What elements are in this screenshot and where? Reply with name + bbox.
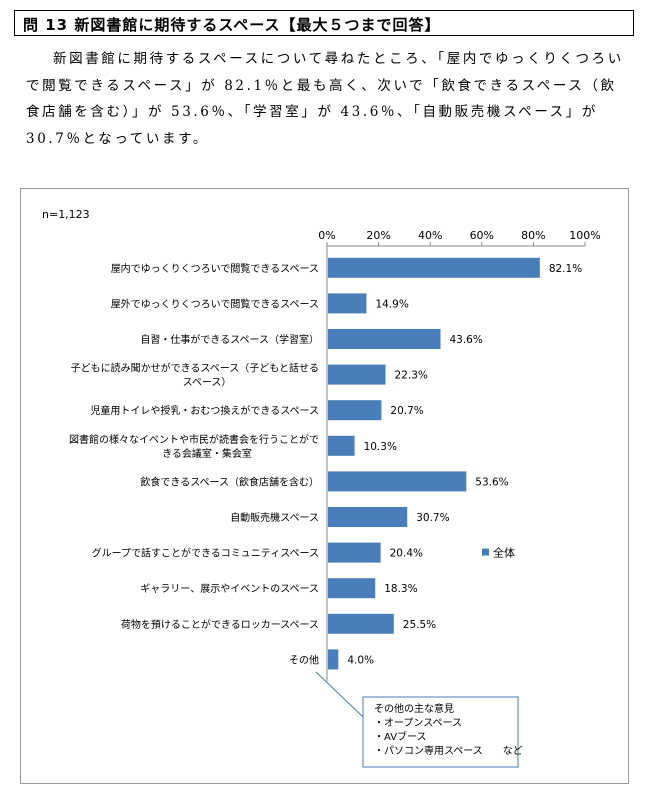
data-label: 4.0%	[347, 654, 374, 666]
category-label: ギャラリー、展示やイベントのスペース	[140, 583, 319, 595]
category-label: グループで話すことができるコミュニティスペース	[92, 547, 319, 560]
bar	[328, 613, 394, 634]
category-label: スペース）	[183, 377, 232, 389]
category-label: 屋外でゆっくりくつろいで閲覧できるスペース	[111, 298, 319, 310]
bar	[328, 578, 376, 599]
question-box: 問 13 新図書館に期待するスペース【最大５つまで回答】	[14, 10, 634, 36]
callout-item: ・AVブース	[374, 730, 427, 743]
callout-title: その他の主な意見	[374, 702, 454, 715]
callout-item: ・パソコン専用スペース など	[374, 745, 523, 757]
data-label: 18.3%	[384, 583, 417, 595]
data-label: 30.7%	[416, 512, 449, 524]
callout-item: ・オープンスペース	[374, 717, 462, 729]
data-label: 82.1%	[549, 263, 582, 275]
category-label: 自習・仕事ができるスペース（学習室）	[140, 333, 319, 346]
x-tick-label: 100%	[569, 229, 600, 242]
category-label: きる会議室・集会室	[162, 447, 252, 460]
bar	[328, 507, 408, 527]
category-label: 子どもに読み聞かせができるスペース（子どもと話せる	[71, 362, 319, 375]
bar	[328, 542, 381, 563]
sample-size-note: n=1,123	[42, 208, 90, 221]
category-label: その他	[289, 653, 319, 666]
data-label: 43.6%	[449, 334, 482, 346]
legend-label: 全体	[493, 546, 515, 560]
question-title: 問 13 新図書館に期待するスペース【最大５つまで回答】	[23, 16, 441, 34]
bar	[328, 329, 441, 349]
bar	[328, 435, 355, 456]
data-label: 10.3%	[364, 441, 397, 453]
intro-paragraph: 新図書館に期待するスペースについて尋ねたところ、「屋内でゆっくりくつろいで閲覧で…	[26, 51, 624, 147]
bar	[328, 471, 467, 492]
bar-chart: n=1,123 0% 20% 40% 60% 80% 100% 屋内でゆっくりくつろいで閲覧で…	[42, 208, 601, 768]
category-label: 自動販売機スペース	[230, 511, 319, 524]
bar	[328, 257, 540, 278]
data-label: 20.4%	[390, 548, 423, 560]
x-tick-label: 20%	[366, 229, 390, 242]
x-tick-label: 0%	[318, 229, 335, 242]
bar	[328, 649, 339, 670]
callout-box	[362, 696, 519, 768]
category-label: 飲食できるスペース（飲食店舗を含む）	[140, 475, 319, 488]
data-label: 25.5%	[403, 619, 436, 631]
category-label: 屋内でゆっくりくつろいで閲覧できるスペース	[111, 262, 319, 275]
bar	[328, 400, 382, 421]
bar	[328, 293, 367, 314]
bar	[328, 364, 386, 385]
callout-pointer	[315, 671, 364, 718]
data-label: 53.6%	[475, 476, 508, 488]
category-label: 児童用トイレや授乳・おむつ換えができるスペース	[90, 404, 319, 417]
data-label: 20.7%	[390, 405, 423, 417]
x-tick-label: 80%	[521, 229, 545, 242]
legend-swatch	[482, 548, 489, 556]
data-label: 22.3%	[395, 370, 428, 382]
chart-frame: n=1,123 0% 20% 40% 60% 80% 100% 屋内でゆっくりくつろいで閲覧で…	[20, 188, 629, 784]
x-tick-label: 40%	[418, 229, 442, 242]
category-label: 荷物を預けることができるロッカースペース	[121, 618, 319, 631]
x-tick-label: 60%	[470, 229, 494, 242]
data-label: 14.9%	[375, 298, 408, 310]
category-label: 図書館の様々なイベントや市民が読書会を行うことがで	[69, 433, 319, 446]
